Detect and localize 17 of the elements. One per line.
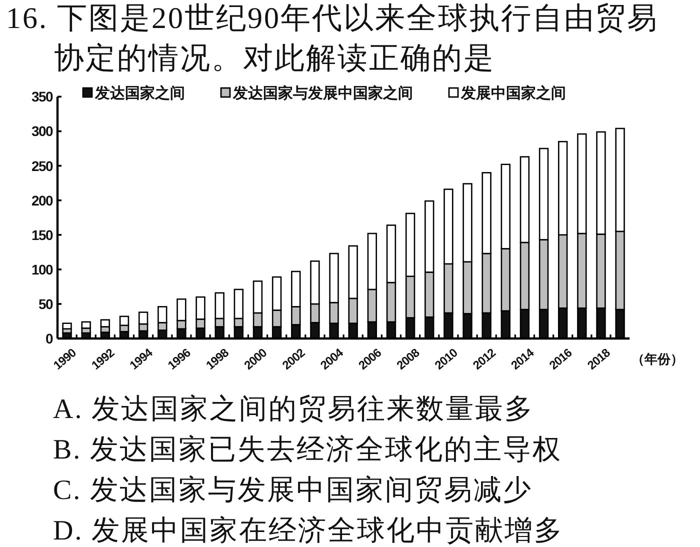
xlabel: （年份） [632,352,684,366]
legend-label: 发达国家之间 [95,85,185,102]
legend-label: 发达国家与发展中国家之间 [233,85,413,102]
ytick-label: 150 [32,226,52,243]
legend-label: 发展中国家之间 [461,85,566,102]
annotation: A. 发达国家之间的贸易往来数量最多 [53,394,534,425]
ytick-label: 250 [32,158,52,174]
ytick-label: 50 [38,296,52,312]
ytick-label: 200 [32,192,52,208]
ytick-label: 350 [32,88,52,105]
title: 16. 下图是20世纪90年代以来全球执行自由贸易协定的情况。对此解读正确的是 [6,2,658,75]
annotation: B. 发达国家已失去经济全球化的主导权 [53,434,562,466]
ytick-label: 100 [32,261,52,278]
ytick-label: 300 [32,123,52,140]
annotation: D. 发展中国家在经济全球化中贡献增多 [53,516,564,546]
ytick-label: 0 [46,330,52,346]
annotation: C. 发达国家与发展中国家间贸易减少 [53,475,533,506]
